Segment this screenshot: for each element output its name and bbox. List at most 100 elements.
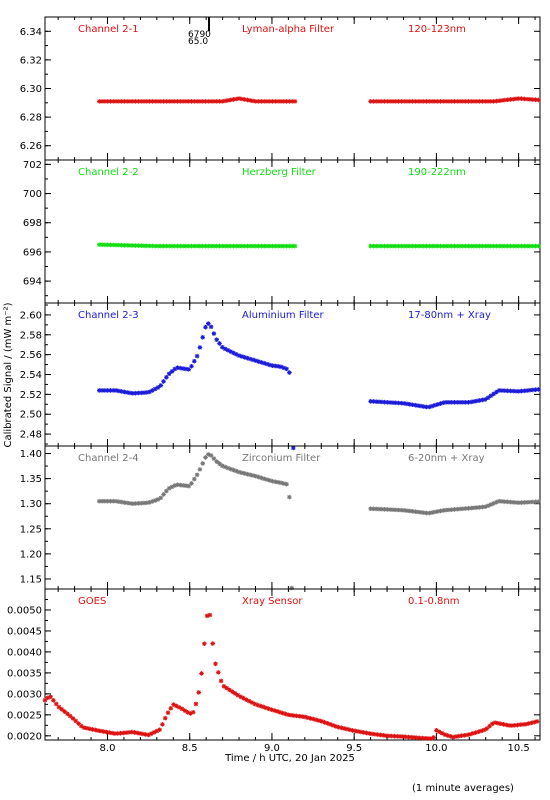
data-point: [488, 393, 494, 399]
data-point: [231, 467, 236, 473]
data-point: [368, 243, 373, 249]
data-point: [278, 480, 284, 486]
data-point: [496, 498, 502, 504]
data-point: [387, 507, 393, 512]
y-tick-label: 694: [23, 277, 42, 288]
data-point: [270, 478, 275, 484]
data-point: [256, 359, 261, 364]
data-point: [327, 721, 333, 727]
data-point: [457, 400, 463, 405]
y-tick-label: 1.30: [20, 499, 42, 510]
data-point: [397, 734, 403, 739]
data-point: [287, 370, 292, 375]
data-point: [275, 479, 281, 485]
data-point: [255, 702, 260, 708]
panel-label: 120-123nm: [408, 24, 466, 35]
data-point: [450, 734, 456, 740]
data-point: [169, 484, 175, 490]
data-point: [413, 509, 418, 514]
data-point: [372, 731, 378, 737]
data-point: [222, 98, 228, 104]
data-point: [478, 728, 484, 734]
data-point: [449, 507, 454, 512]
data-point: [404, 99, 410, 104]
data-point: [382, 507, 387, 512]
data-point: [480, 99, 485, 104]
data-point: [270, 363, 275, 368]
x-axis-label: Time / h UTC, 20 Jan 2025: [224, 753, 355, 764]
data-point: [105, 242, 110, 248]
data-point: [421, 243, 427, 249]
data-point: [158, 99, 164, 104]
data-point: [79, 723, 84, 729]
data-point: [150, 499, 155, 504]
x-tick-label: 8.5: [182, 743, 198, 754]
data-point: [278, 99, 284, 104]
data-point: [443, 400, 449, 405]
data-point: [127, 501, 133, 506]
data-point: [429, 99, 435, 104]
data-point: [524, 388, 530, 393]
data-point: [157, 727, 162, 733]
data-point: [161, 492, 166, 497]
data-point: [119, 499, 124, 505]
data-point: [429, 403, 435, 409]
data-point: [488, 99, 494, 104]
data-point: [371, 243, 376, 249]
data-point: [158, 243, 164, 249]
data-point: [269, 707, 274, 712]
data-point: [110, 388, 116, 393]
data-point: [152, 386, 158, 392]
data-point: [147, 243, 152, 249]
data-point: [192, 243, 197, 249]
data-point: [96, 99, 102, 104]
data-point: [108, 99, 113, 104]
data-point: [369, 731, 375, 737]
panel-frame: [44, 159, 541, 304]
x-tick-label: 9.0: [264, 743, 280, 754]
data-point: [164, 99, 169, 104]
data-point: [96, 242, 102, 247]
data-point: [482, 99, 488, 104]
data-point: [180, 366, 186, 371]
data-point: [429, 510, 435, 515]
data-point: [399, 243, 404, 249]
data-point: [245, 97, 250, 103]
data-point: [246, 698, 252, 704]
data-point: [172, 483, 178, 488]
data-point: [188, 711, 193, 716]
data-point: [96, 388, 102, 393]
chart-panels: 6.26 6.28 6.30 6.32 6.34 Channel 2-1 Lyman-alp…: [7, 16, 541, 754]
data-point: [129, 729, 134, 735]
data-point: [288, 712, 294, 718]
data-point: [375, 732, 380, 737]
data-point: [99, 498, 105, 504]
data-point: [515, 722, 520, 728]
panel-label: Channel 2-2: [78, 167, 139, 178]
data-point: [155, 99, 161, 104]
data-point: [471, 99, 477, 104]
data-point: [530, 387, 536, 393]
data-point: [105, 498, 110, 504]
data-point: [462, 733, 467, 738]
data-point: [56, 704, 62, 710]
data-point: [189, 243, 194, 249]
data-point: [522, 96, 527, 102]
panel-label: Channel 2-3: [78, 310, 139, 321]
data-point: [387, 99, 393, 104]
data-point: [425, 736, 431, 741]
data-point: [527, 97, 533, 102]
data-point: [371, 399, 376, 404]
data-point: [222, 346, 228, 352]
data-point: [99, 388, 105, 393]
data-point: [275, 99, 281, 104]
data-point: [292, 243, 298, 249]
data-point: [513, 243, 519, 249]
data-point: [213, 661, 218, 667]
data-point: [180, 243, 186, 249]
data-point: [491, 99, 496, 104]
panel-channel-2-1: 6.26 6.28 6.30 6.32 6.34 Channel 2-1 Lyman-alp…: [20, 16, 541, 161]
data-point: [379, 243, 385, 249]
data-point: [59, 707, 65, 712]
data-point: [289, 243, 295, 249]
